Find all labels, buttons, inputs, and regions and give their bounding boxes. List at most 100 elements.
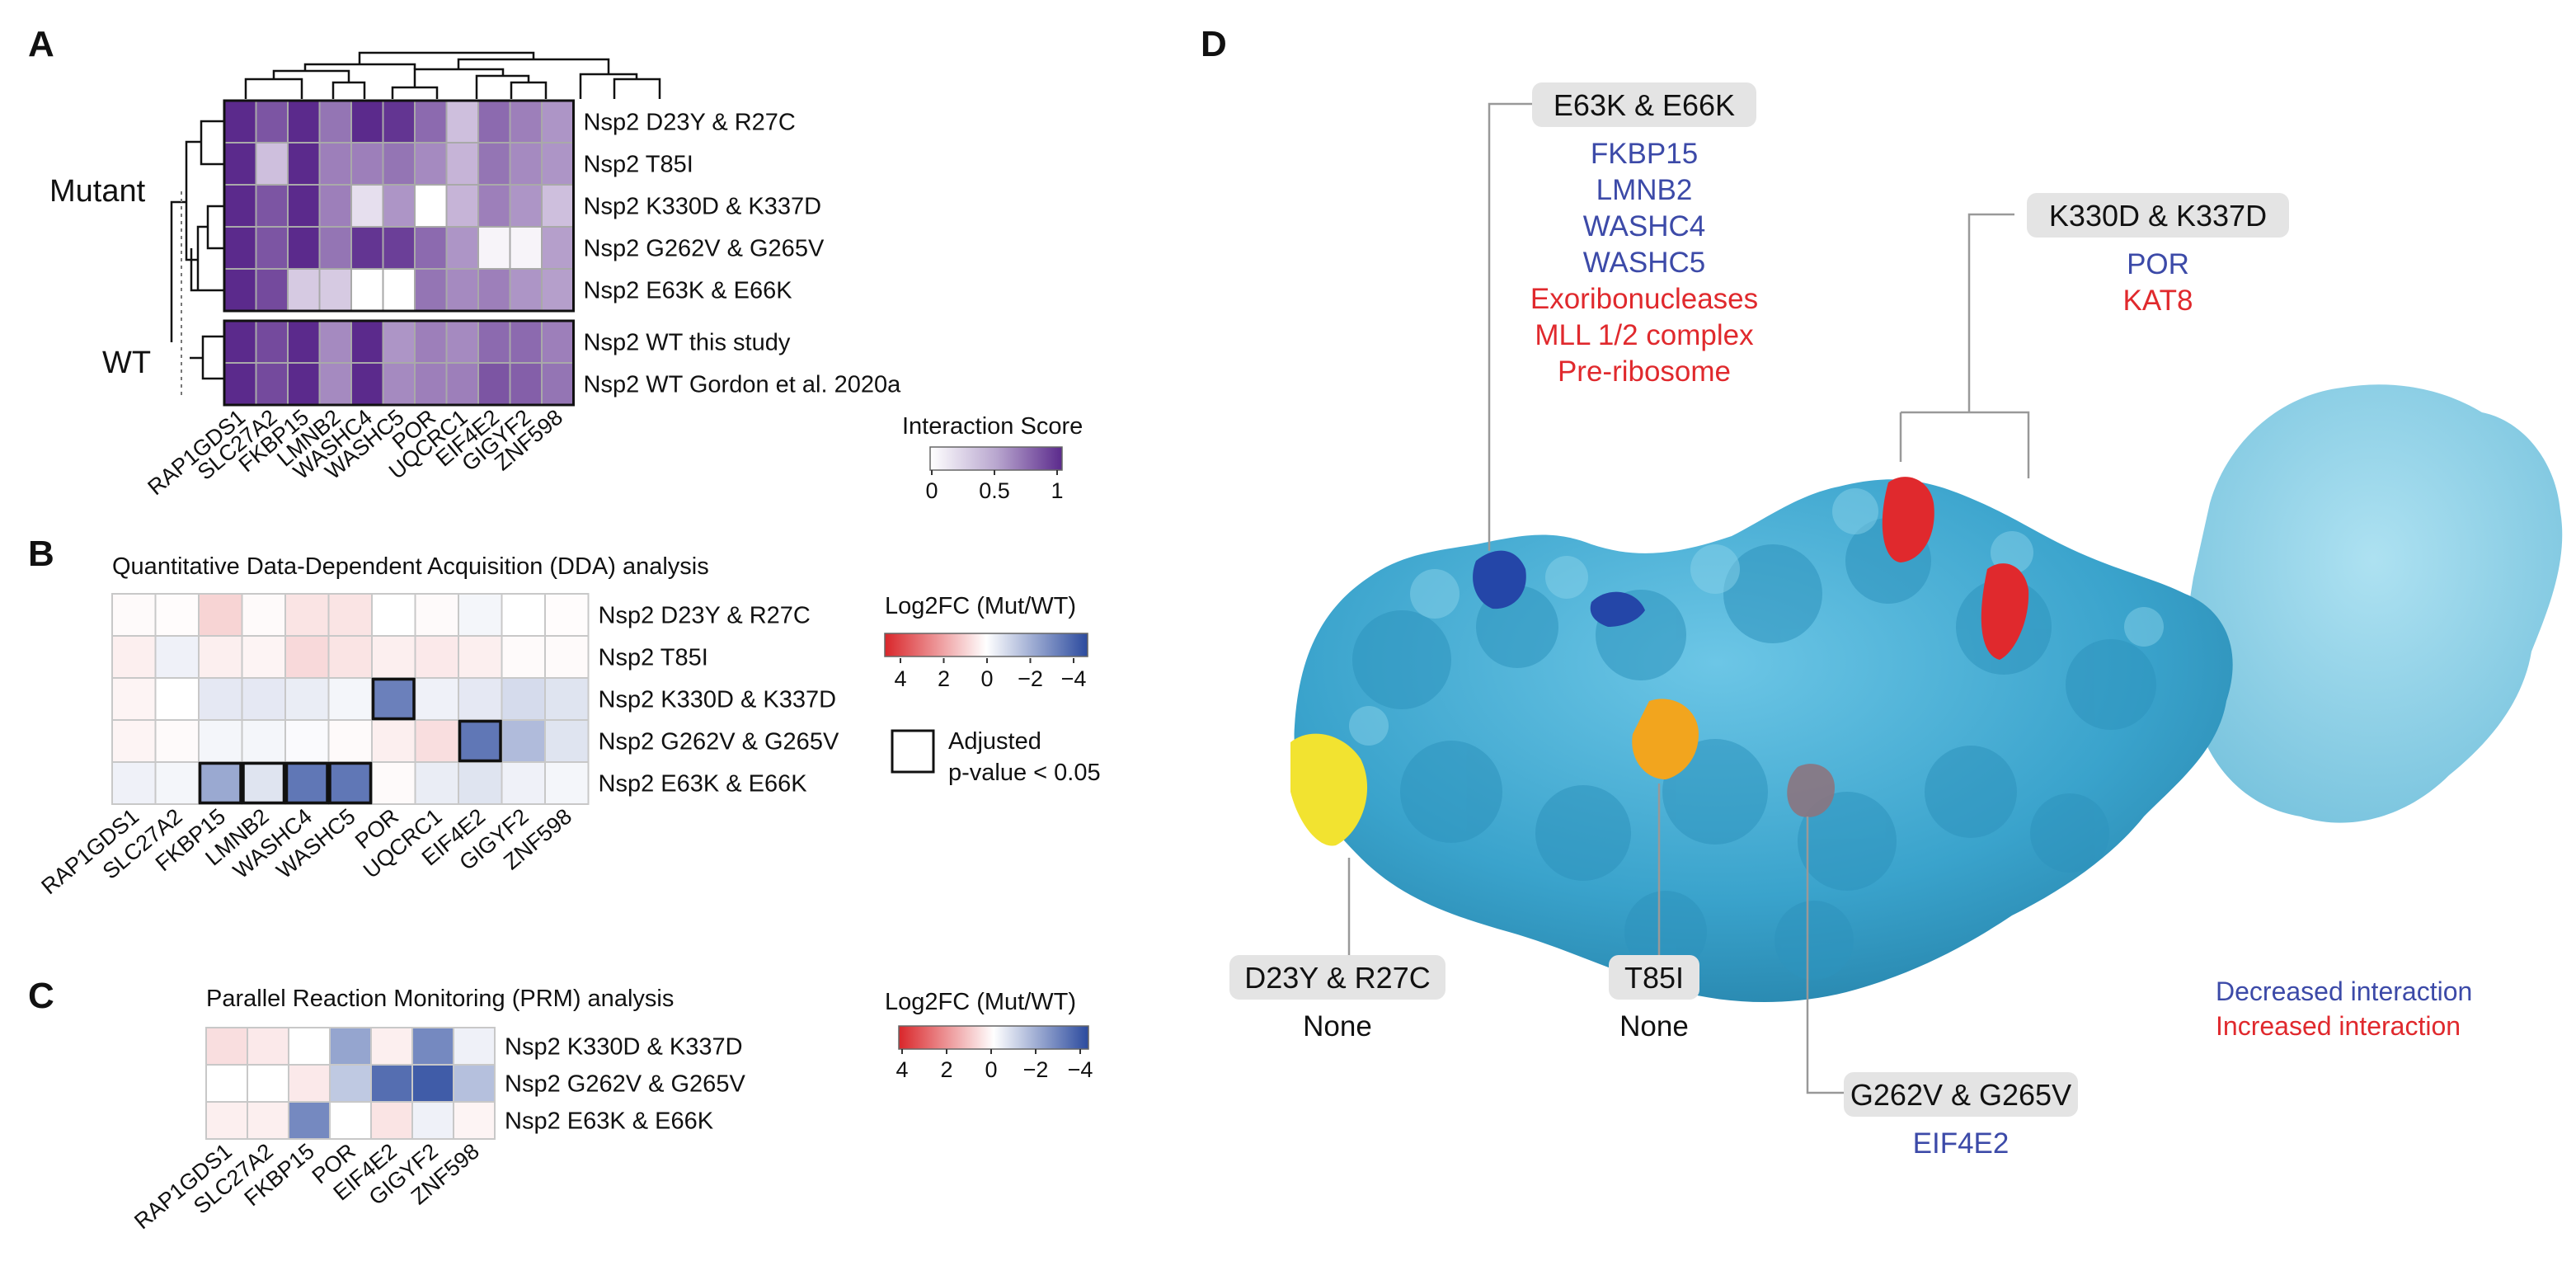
heatmap-a-cell [287, 268, 321, 312]
callout-title: T85I [1624, 961, 1684, 995]
heatmap-a-border-wt [223, 319, 575, 407]
heatmap-a-cell [382, 320, 416, 364]
heatmap-a-cell [223, 226, 257, 270]
heatmap-b-cell [544, 635, 590, 679]
row-label: Nsp2 G262V & G265V [599, 729, 839, 755]
callout-label-box [1844, 1072, 2078, 1117]
heatmap-a-cell [382, 142, 416, 186]
heatmap-b-cell [154, 719, 200, 763]
colorbar-tick-label: −2 [1023, 1057, 1049, 1082]
heatmap-b-cell [154, 635, 200, 679]
heatmap-a-cell [287, 320, 321, 364]
heatmap-b-cells [111, 593, 590, 805]
heatmap-b-cell [458, 635, 503, 679]
heatmap-a-cell [382, 184, 416, 228]
heatmap-b-cell [241, 719, 286, 763]
site-k330d-1 [1882, 477, 1934, 562]
callout-item: Exoribonucleases [1530, 283, 1758, 315]
heatmap-b-cell [414, 761, 459, 805]
callout-leader-lines [1347, 102, 2030, 1094]
heatmap-c-column-labels: RAP1GDS1SLC27A2FKBP15POREIF4E2GIGYF2ZNF5… [129, 1139, 484, 1235]
heatmap-a-cell [477, 184, 511, 228]
callout-e63k: E63K & E66K FKBP15 LMNB2 WASHC4 WASHC5 Exorib… [1530, 82, 1758, 388]
row-label: Nsp2 WT Gordon et al. 2020a [584, 372, 902, 398]
heatmap-c-cell [453, 1064, 496, 1103]
heatmap-b-cell [371, 635, 416, 679]
heatmap-b-cell [154, 761, 200, 805]
heatmap-b-cell [111, 761, 157, 805]
colorbar-tick-label: 0 [980, 666, 993, 691]
callout-item: None [1303, 1010, 1372, 1042]
callout-t85i: T85I None [1609, 955, 1699, 1042]
heatmap-b-cell [241, 677, 286, 721]
heatmap-c-cell [205, 1027, 248, 1066]
heatmap-b-cell [327, 593, 373, 637]
colorbar-c-ticks: 4 2 0 −2 −4 [895, 1049, 1093, 1082]
heatmap-a-cell [509, 184, 543, 228]
heatmap-a-cell [382, 226, 416, 270]
colorbar-a-ticks: 0 0.5 1 [925, 470, 1064, 503]
callout-item: WASHC5 [1583, 247, 1705, 279]
panel-b-title: Quantitative Data-Dependent Acquisition … [112, 553, 709, 580]
callout-k330d: K330D & K337D POR KAT8 [2027, 193, 2289, 317]
heatmap-a-cell [223, 142, 257, 186]
panel-letter-b: B [28, 534, 54, 574]
heatmap-c-cell [247, 1027, 289, 1066]
heatmap-a-cell [445, 362, 479, 406]
heatmap-a-cell [445, 142, 479, 186]
site-t85i [1632, 699, 1699, 779]
heatmap-b-cell [501, 761, 546, 805]
colorbar-tick-label: 0 [925, 478, 938, 503]
heatmap-a-cell [350, 142, 384, 186]
heatmap-b-cell [458, 719, 503, 763]
heatmap-b-cell [458, 677, 503, 721]
heatmap-a-cell [509, 100, 543, 144]
colorbar-b [884, 633, 1088, 657]
heatmap-c-cell [288, 1027, 331, 1066]
heatmap-a-cell [414, 226, 448, 270]
heatmap-b-cell [544, 593, 590, 637]
colorbar-tick-label: 0 [985, 1057, 997, 1082]
heatmap-a-cell [255, 184, 289, 228]
heatmap-a-cell [541, 142, 575, 186]
callout-title: D23Y & R27C [1244, 961, 1430, 995]
heatmap-a-cell [223, 268, 257, 312]
callout-g262v: G262V & G265V EIF4E2 [1844, 1072, 2078, 1160]
heatmap-a-cell [382, 362, 416, 406]
callout-label-box [1609, 955, 1699, 1000]
heatmap-c-cell [370, 1064, 413, 1103]
heatmap-b-cell [501, 635, 546, 679]
row-dendrogram [170, 120, 224, 380]
site-d23y-r27c [1290, 733, 1368, 846]
heatmap-c-cell [329, 1064, 372, 1103]
heatmap-b-cell [198, 719, 243, 763]
row-label: Nsp2 E63K & E66K [505, 1108, 714, 1135]
heatmap-b-cell [284, 719, 330, 763]
heatmap-a-cell [445, 100, 479, 144]
heatmap-b-cell [154, 593, 200, 637]
panel-c-title: Parallel Reaction Monitoring (PRM) analy… [206, 986, 674, 1012]
heatmap-a-border-mutant [223, 99, 575, 313]
heatmap-a-cell [318, 320, 352, 364]
heatmap-c-cell [329, 1027, 372, 1066]
significance-box [284, 761, 329, 805]
heatmap-b-cell [544, 761, 590, 805]
significance-box [242, 761, 286, 805]
heatmap-a-cell [350, 226, 384, 270]
heatmap-a-cell [414, 320, 448, 364]
heatmap-a-cell [318, 362, 352, 406]
callout-label-box [1532, 82, 1756, 127]
heatmap-b-cell [198, 593, 243, 637]
heatmap-a-cell [541, 226, 575, 270]
row-label: Nsp2 E63K & E66K [599, 771, 808, 798]
row-label: Nsp2 G262V & G265V [584, 236, 825, 262]
heatmap-a-cells [223, 99, 575, 407]
heatmap-a-cell [350, 362, 384, 406]
heatmap-c-cell [411, 1064, 454, 1103]
panel-letter-d: D [1201, 24, 1227, 64]
heatmap-a-cell [541, 362, 575, 406]
heatmap-b-cell [371, 677, 416, 721]
heatmap-a-cell [509, 226, 543, 270]
